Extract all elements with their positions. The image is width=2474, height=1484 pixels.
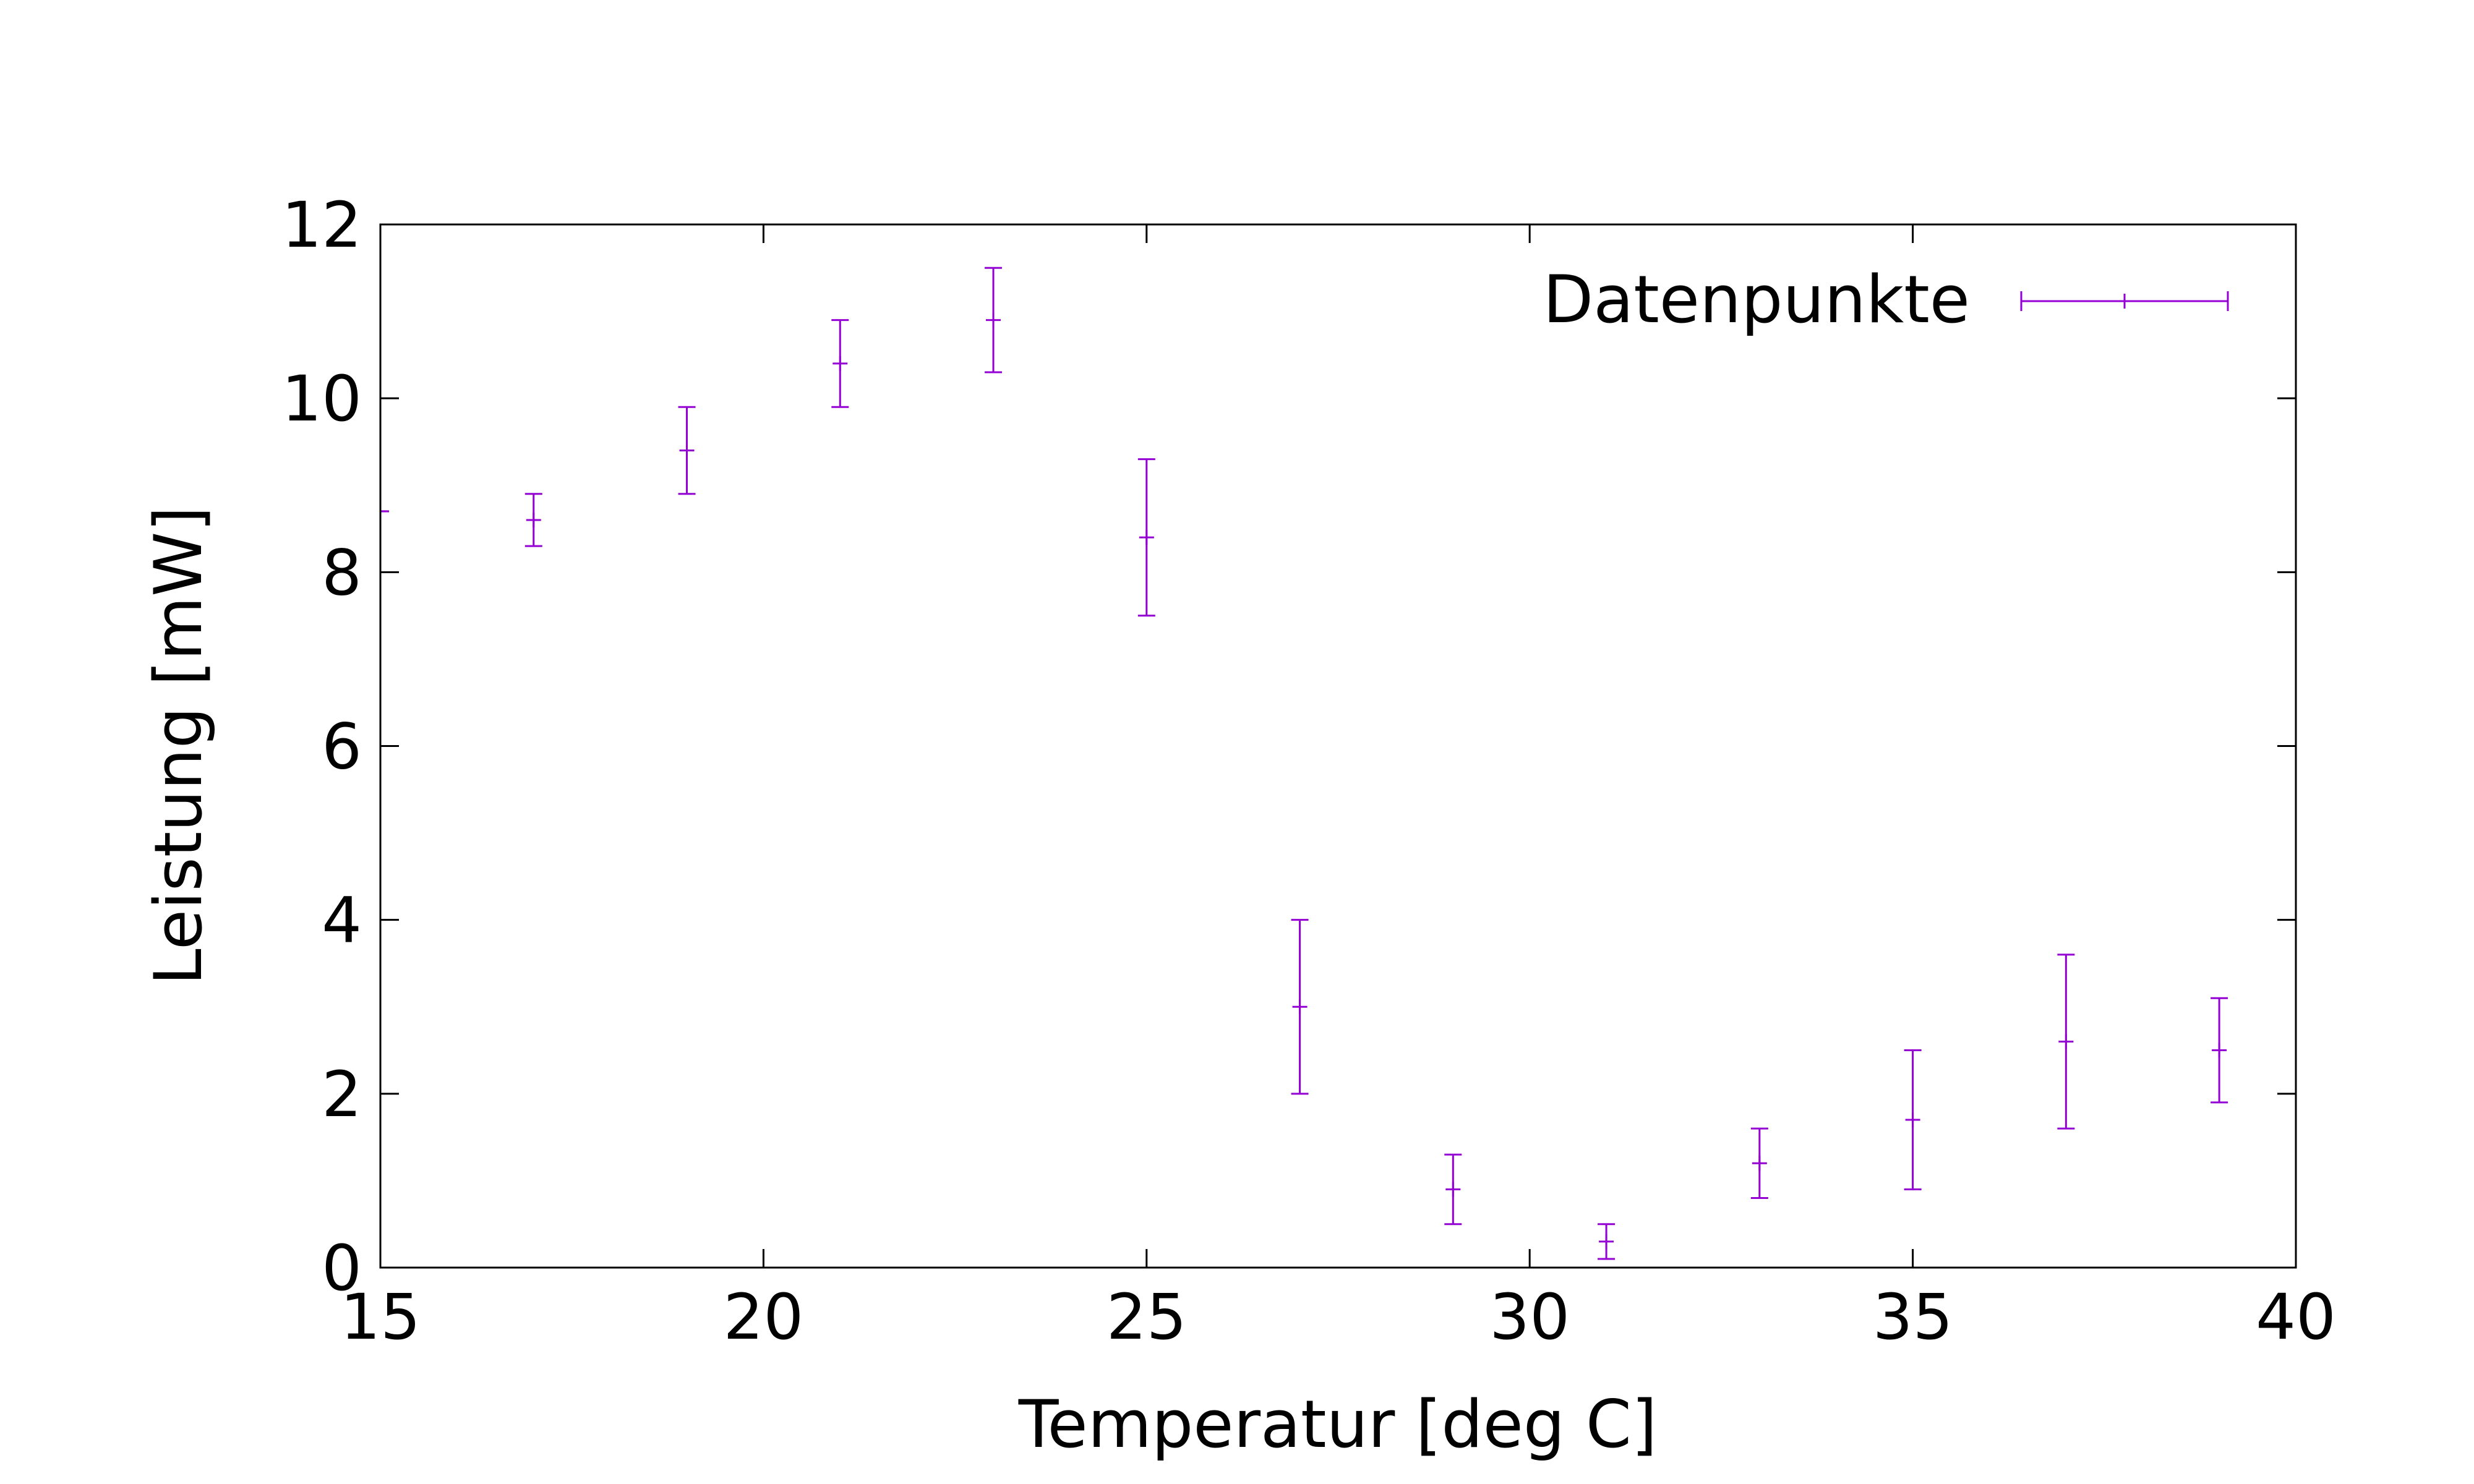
error-bar-point [1291, 919, 1309, 1095]
error-bar-point [1137, 458, 1155, 617]
error-bar-point [2057, 953, 2075, 1130]
legend-key [2020, 291, 2229, 311]
x-axis-ticks: 15 20 25 30 35 40 [340, 224, 2336, 1354]
x-tick-label: 30 [1489, 1281, 1570, 1354]
error-bar-point [1598, 1223, 1616, 1260]
y-axis-ticks: 0 2 4 6 8 10 12 [281, 189, 2296, 1305]
error-bar-point [1444, 1153, 1462, 1226]
error-bar-point [1904, 1049, 1922, 1190]
x-tick-label: 35 [1873, 1281, 1953, 1354]
legend: Datenpunkte [1543, 262, 2229, 338]
error-bar-point [1750, 1127, 1768, 1200]
y-tick-label: 4 [322, 884, 362, 958]
y-tick-label: 2 [322, 1058, 362, 1132]
y-tick-label: 0 [322, 1232, 362, 1305]
x-axis-title: Temperatur [deg C] [1018, 1386, 1657, 1462]
x-tick-label: 20 [724, 1281, 804, 1354]
y-tick-label: 6 [322, 710, 362, 784]
x-tick-label: 15 [340, 1281, 421, 1354]
error-bar-point [831, 319, 849, 408]
plot-frame [379, 223, 2297, 1269]
x-tick-label: 25 [1106, 1281, 1187, 1354]
y-tick-label: 8 [322, 536, 362, 610]
error-bar-point [524, 493, 542, 547]
legend-label: Datenpunkte [1543, 262, 1970, 338]
y-axis-title: Leistung [mW] [140, 506, 216, 986]
y-tick-label: 12 [281, 189, 362, 262]
data-points [379, 267, 2228, 1260]
x-tick-label: 40 [2256, 1281, 2336, 1354]
error-bar-point [985, 267, 1003, 373]
error-bar-point [678, 406, 696, 495]
y-tick-label: 10 [281, 362, 362, 436]
error-bar-point [2211, 997, 2228, 1104]
